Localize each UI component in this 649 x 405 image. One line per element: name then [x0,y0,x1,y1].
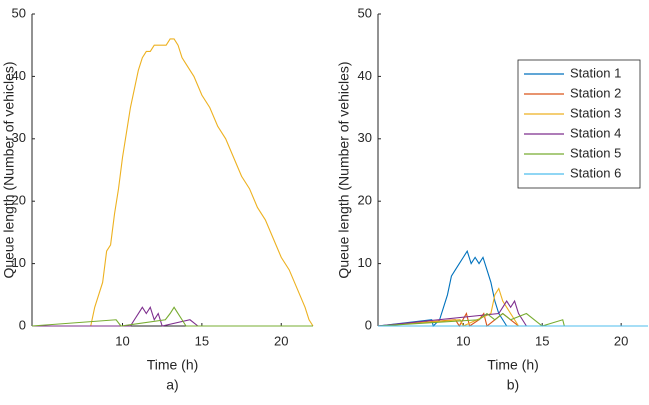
y-tick-label: 40 [12,68,26,83]
series-line [377,249,648,328]
series-line [377,299,648,327]
y-axis-label: Queue length (Number of vehicles) [1,61,17,278]
series-line [377,312,648,328]
y-tick-label: 40 [358,68,372,83]
x-tick-label: 20 [274,333,288,348]
y-tick-label: 10 [358,255,372,270]
series-line [32,305,313,327]
y-tick-label: 20 [358,193,372,208]
legend-label: Station 1 [570,65,621,80]
x-axis-label: Time (h) [487,357,539,373]
series-line [377,287,648,327]
x-tick-label: 15 [535,333,549,348]
y-tick-label: 0 [19,317,26,332]
y-axis-label: Queue length (Number of vehicles) [336,61,352,278]
x-tick-label: 20 [614,333,628,348]
y-tick-label: 0 [365,317,372,332]
legend-label: Station 3 [570,105,621,120]
legend-label: Station 4 [570,125,621,140]
x-tick-label: 10 [115,333,129,348]
y-tick-label: 30 [358,130,372,145]
legend-box [517,59,641,189]
series-line [377,312,648,327]
y-tick-label: 10 [12,255,26,270]
y-tick-label: 50 [12,5,26,20]
y-tick-label: 30 [12,130,26,145]
x-tick-label: 15 [195,333,209,348]
panel-caption: b) [507,377,519,393]
y-tick-label: 20 [12,193,26,208]
y-tick-label: 50 [358,5,372,20]
series-line [32,38,314,327]
x-tick-label: 10 [456,333,470,348]
legend-label: Station 5 [570,145,621,160]
legend-label: Station 6 [570,165,621,180]
x-axis-label: Time (h) [147,357,199,373]
legend-label: Station 2 [570,85,621,100]
panel-caption: a) [166,377,178,393]
series-line [31,306,313,327]
